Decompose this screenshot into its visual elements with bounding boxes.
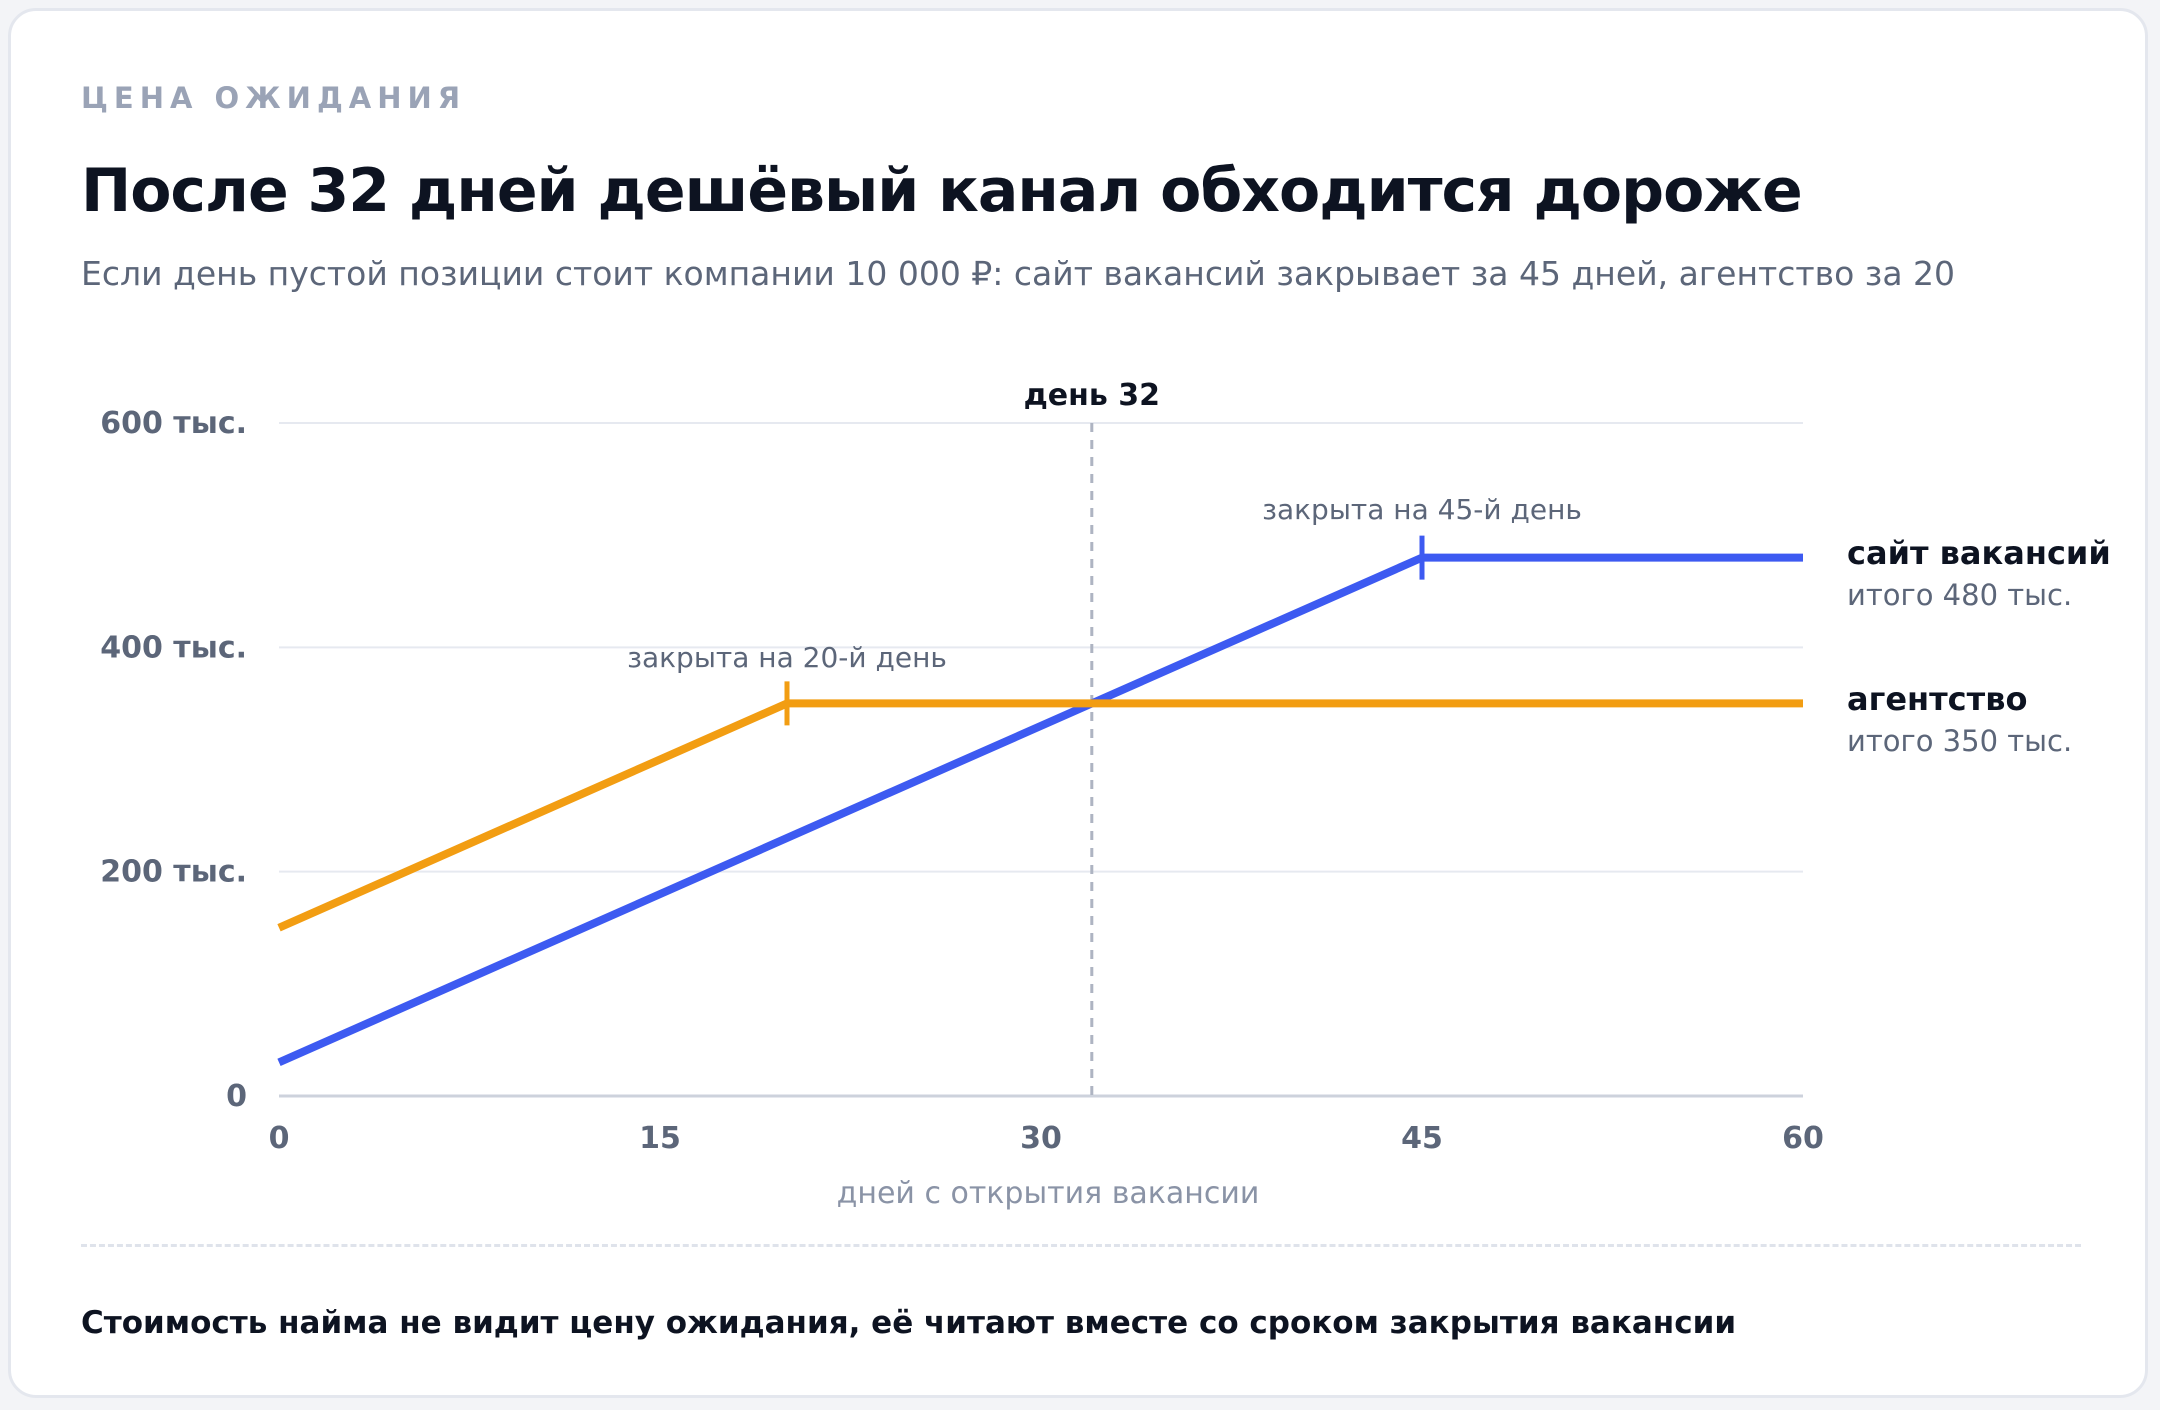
line-chart: 0 200 тыс. 400 тыс. 600 тыс. 0 15 30 45 60 дней с… bbox=[100, 378, 2111, 1211]
y-tick-label: 0 bbox=[226, 1079, 247, 1114]
close-day-annotation: закрыта на 20-й день bbox=[627, 641, 947, 674]
series-line bbox=[277, 553, 1803, 1067]
divider bbox=[81, 1244, 2081, 1247]
x-tick-label: 60 bbox=[1782, 1121, 1824, 1156]
marker-label: день 32 bbox=[1024, 378, 1160, 413]
chart-subtitle: Если день пустой позиции стоит компании … bbox=[81, 254, 1956, 293]
series-total-label: итого 480 тыс. bbox=[1847, 578, 2072, 612]
series-total-label: итого 350 тыс. bbox=[1847, 724, 2072, 758]
chart-card: ЦЕНА ОЖИДАНИЯ После 32 дней дешёвый кана… bbox=[8, 8, 2148, 1398]
x-axis-label: дней с открытия вакансии bbox=[837, 1176, 1260, 1211]
series-name-label: агентство bbox=[1847, 680, 2027, 718]
y-tick-label: 400 тыс. bbox=[100, 630, 247, 665]
chart-title: После 32 дней дешёвый канал обходится до… bbox=[81, 156, 1803, 226]
x-tick-label: 0 bbox=[269, 1121, 290, 1156]
x-tick-label: 30 bbox=[1020, 1121, 1062, 1156]
footnote: Стоимость найма не видит цену ожидания, … bbox=[81, 1305, 1737, 1341]
series-name-label: сайт вакансий bbox=[1847, 534, 2111, 572]
series-line bbox=[277, 699, 1803, 932]
x-tick-label: 45 bbox=[1401, 1121, 1443, 1156]
close-day-annotation: закрыта на 45-й день bbox=[1262, 493, 1582, 526]
y-tick-label: 600 тыс. bbox=[100, 406, 247, 441]
x-tick-label: 15 bbox=[639, 1121, 681, 1156]
eyebrow: ЦЕНА ОЖИДАНИЯ bbox=[81, 81, 467, 115]
y-tick-label: 200 тыс. bbox=[100, 855, 247, 890]
